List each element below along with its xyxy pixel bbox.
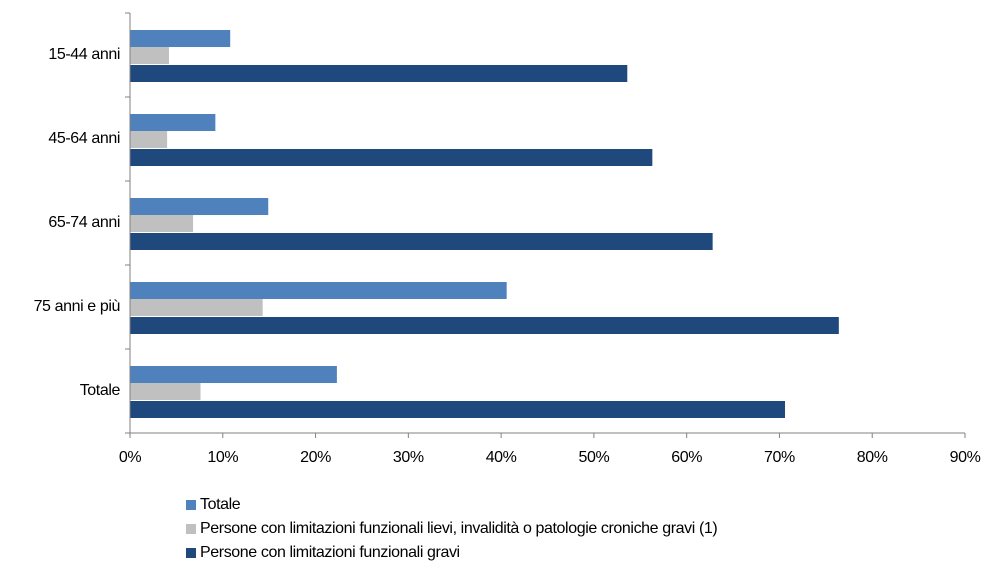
y-tick-label-65-74-anni: 65-74 anni bbox=[48, 214, 120, 231]
y-tick-label-75-anni-e-pi: 75 anni e più bbox=[34, 298, 120, 315]
bar-series2-15-44-anni bbox=[130, 47, 169, 64]
x-tick-label: 60% bbox=[671, 449, 702, 466]
y-tick-label-45-64-anni: 45-64 anni bbox=[48, 130, 120, 147]
x-tick-label: 90% bbox=[950, 449, 981, 466]
legend-item-limitazioni-lievi: Persone con limitazioni funzionali lievi… bbox=[186, 517, 718, 541]
x-tick-label: 10% bbox=[207, 449, 238, 466]
bar-series1-45-64-anni bbox=[130, 114, 216, 131]
y-tick-label-totale: Totale bbox=[80, 382, 121, 399]
legend-label-totale: Totale bbox=[200, 496, 241, 513]
bar-series2-75-anni-e-pi bbox=[130, 299, 263, 316]
legend-item-totale: Totale bbox=[186, 493, 717, 517]
bar-series2-totale bbox=[130, 383, 201, 400]
bar-series2-65-74-anni bbox=[130, 215, 194, 232]
bar-series1-15-44-anni bbox=[130, 30, 231, 47]
x-tick-label: 20% bbox=[300, 449, 331, 466]
bar-series3-45-64-anni bbox=[130, 149, 653, 166]
bar-series2-45-64-anni bbox=[130, 131, 168, 148]
legend-swatch-totale bbox=[186, 500, 196, 510]
y-tick-label-15-44-anni: 15-44 anni bbox=[48, 46, 120, 63]
bar-series1-65-74-anni bbox=[130, 198, 269, 215]
legend-label-limitazioni-gravi: Persone con limitazioni funzionali gravi bbox=[200, 544, 460, 561]
x-tick-label: 80% bbox=[857, 449, 888, 466]
x-tick-label: 70% bbox=[764, 449, 795, 466]
legend: Totale Persone con limitazioni funzional… bbox=[186, 493, 718, 565]
bar-series3-15-44-anni bbox=[130, 65, 628, 82]
legend-item-limitazioni-gravi: Persone con limitazioni funzionali gravi bbox=[186, 541, 717, 565]
x-tick-label: 30% bbox=[393, 449, 424, 466]
legend-label-limitazioni-lievi: Persone con limitazioni funzionali lievi… bbox=[200, 520, 718, 537]
legend-swatch-limitazioni-lievi bbox=[186, 524, 196, 534]
x-tick-label: 50% bbox=[578, 449, 609, 466]
legend-swatch-limitazioni-gravi bbox=[186, 548, 196, 558]
bar-series3-totale bbox=[130, 401, 786, 418]
bar-series1-totale bbox=[130, 366, 337, 383]
bar-series1-75-anni-e-pi bbox=[130, 282, 507, 299]
bar-series3-75-anni-e-pi bbox=[130, 317, 839, 334]
bar-series3-65-74-anni bbox=[130, 233, 713, 250]
x-tick-label: 0% bbox=[119, 449, 141, 466]
x-tick-label: 40% bbox=[486, 449, 517, 466]
